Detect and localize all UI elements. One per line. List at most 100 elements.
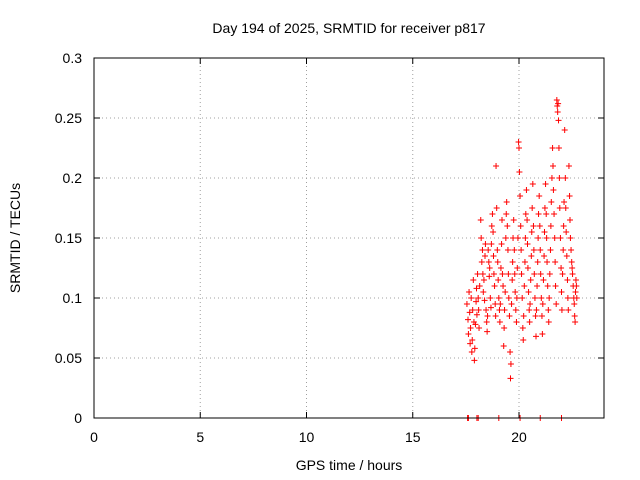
data-point xyxy=(546,271,553,277)
data-point xyxy=(507,375,514,382)
data-point xyxy=(465,316,471,323)
data-point xyxy=(504,247,511,253)
data-point xyxy=(529,181,536,187)
data-point xyxy=(494,247,501,253)
data-point xyxy=(501,325,508,331)
data-point xyxy=(565,307,572,313)
data-point xyxy=(569,271,576,277)
data-point xyxy=(545,319,552,325)
data-point xyxy=(553,97,560,103)
x-tick-label: 10 xyxy=(299,429,315,445)
data-point xyxy=(548,175,555,181)
data-point xyxy=(534,283,541,289)
data-point xyxy=(572,319,579,325)
data-point xyxy=(537,247,544,253)
data-point xyxy=(549,145,556,151)
data-point xyxy=(568,259,575,265)
data-point xyxy=(555,117,562,124)
data-point xyxy=(486,273,493,280)
data-point xyxy=(573,283,580,289)
data-point xyxy=(530,223,537,229)
data-point xyxy=(468,295,475,301)
data-point xyxy=(521,283,528,289)
data-point xyxy=(558,307,565,313)
data-point xyxy=(512,307,519,313)
data-point xyxy=(475,295,482,301)
data-point xyxy=(552,259,559,265)
data-point xyxy=(490,253,497,259)
data-point xyxy=(470,277,477,283)
data-point xyxy=(560,247,567,253)
data-point xyxy=(569,265,576,271)
data-point xyxy=(474,271,481,277)
data-point xyxy=(555,145,562,151)
data-point xyxy=(512,289,519,295)
data-point xyxy=(554,109,561,115)
data-point xyxy=(484,328,491,335)
data-point xyxy=(500,283,507,289)
y-tick-label: 0.15 xyxy=(55,230,82,246)
data-point xyxy=(475,307,482,313)
x-tick-label: 5 xyxy=(196,429,204,445)
data-point xyxy=(524,265,531,271)
data-point xyxy=(544,283,551,289)
data-point xyxy=(518,271,525,277)
data-point xyxy=(496,319,503,325)
data-point xyxy=(467,340,474,347)
data-point xyxy=(529,205,536,211)
data-point xyxy=(503,199,510,205)
data-point xyxy=(551,235,558,241)
data-point xyxy=(510,217,517,223)
data-point xyxy=(468,349,475,355)
data-point xyxy=(494,259,501,265)
data-point xyxy=(481,297,488,304)
data-point xyxy=(547,247,554,253)
data-point xyxy=(509,259,516,265)
data-point xyxy=(487,304,494,311)
data-point xyxy=(568,247,575,253)
data-point xyxy=(539,331,546,337)
data-point xyxy=(505,271,512,277)
data-point xyxy=(558,289,565,295)
data-point xyxy=(541,229,548,235)
data-point xyxy=(562,205,569,211)
data-point xyxy=(551,211,558,217)
data-point xyxy=(566,193,573,199)
x-tick-label: 0 xyxy=(90,429,98,445)
data-point xyxy=(469,337,476,343)
x-tick-label: 20 xyxy=(511,429,527,445)
data-point xyxy=(509,277,516,283)
y-tick-label: 0.1 xyxy=(63,290,83,306)
x-axis-label: GPS time / hours xyxy=(296,457,403,473)
data-point xyxy=(522,235,529,241)
data-point xyxy=(539,301,546,307)
data-point xyxy=(540,277,547,283)
data-point xyxy=(519,295,526,301)
data-point xyxy=(571,313,578,319)
data-point xyxy=(525,289,532,295)
y-tick-label: 0 xyxy=(74,410,82,426)
data-point xyxy=(516,145,522,151)
data-point xyxy=(478,259,485,265)
data-point xyxy=(524,241,531,247)
data-point xyxy=(491,283,498,289)
data-point xyxy=(547,223,554,229)
data-point xyxy=(530,247,537,253)
axis-ticks: 0 5 10 15 20 0 0.05 0.1 0.15 0.2 0.25 0.3 xyxy=(55,50,604,445)
data-point xyxy=(517,193,524,199)
data-point xyxy=(520,313,527,319)
data-point xyxy=(545,307,552,313)
data-point xyxy=(492,313,499,319)
data-point xyxy=(541,253,548,259)
data-point xyxy=(511,247,518,253)
data-point xyxy=(497,265,504,271)
data-point xyxy=(469,307,476,313)
data-point xyxy=(553,301,560,307)
data-point xyxy=(504,223,511,229)
data-point xyxy=(543,211,550,217)
data-point xyxy=(533,333,539,340)
data-point xyxy=(511,271,518,277)
data-point xyxy=(499,271,506,277)
data-point xyxy=(527,301,534,307)
data-point xyxy=(557,235,564,241)
